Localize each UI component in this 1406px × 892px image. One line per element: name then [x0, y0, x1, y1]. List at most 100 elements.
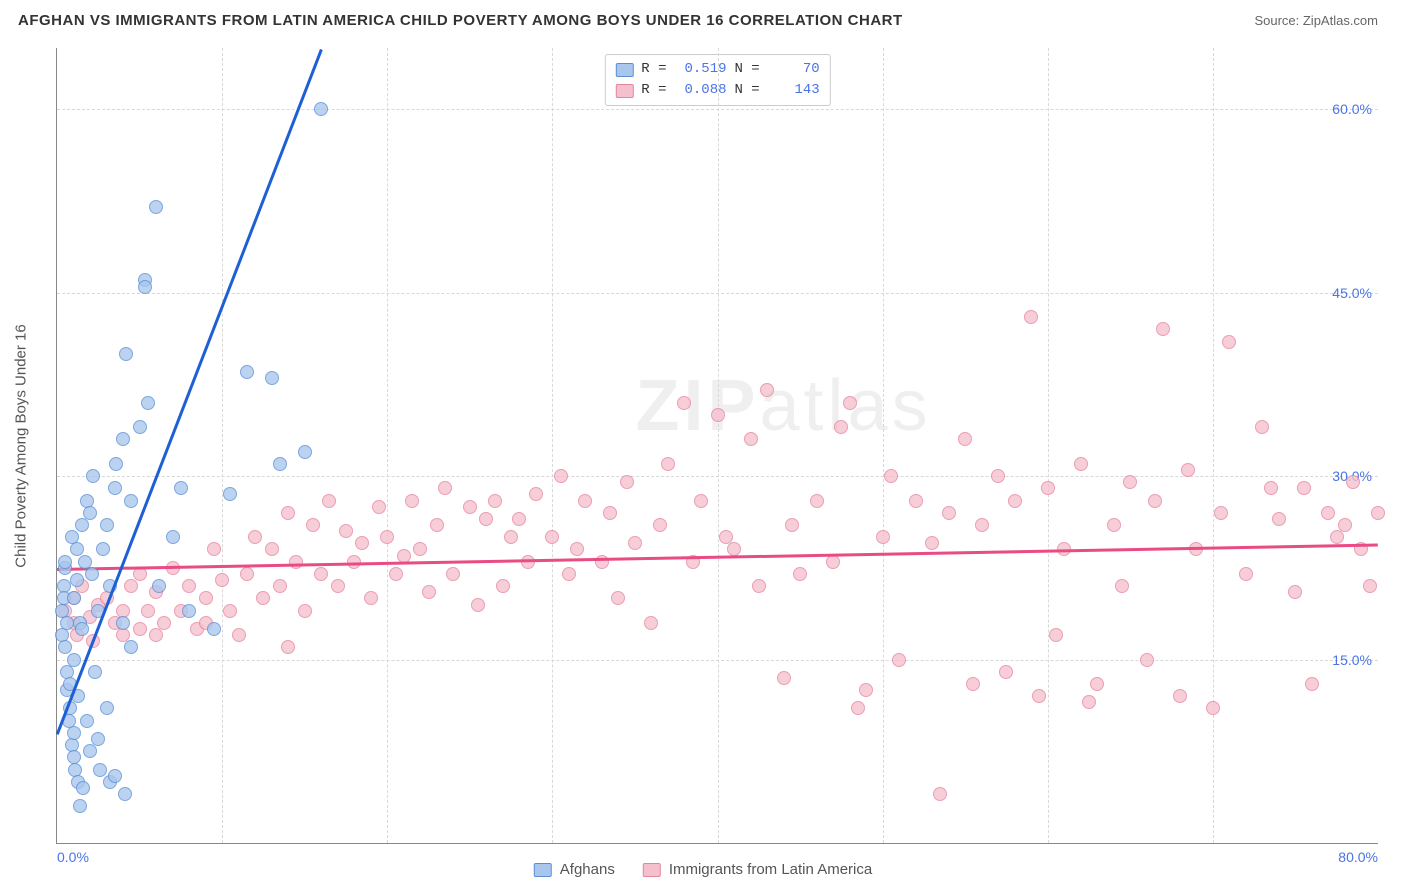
scatter-point-afghans — [67, 653, 81, 667]
scatter-point-afghans — [76, 781, 90, 795]
scatter-point-latin — [504, 530, 518, 544]
scatter-point-latin — [438, 481, 452, 495]
scatter-point-latin — [1214, 506, 1228, 520]
scatter-point-latin — [512, 512, 526, 526]
scatter-point-latin — [545, 530, 559, 544]
scatter-point-afghans — [118, 787, 132, 801]
scatter-point-afghans — [80, 714, 94, 728]
swatch-afghans — [615, 63, 633, 77]
scatter-point-latin — [281, 640, 295, 654]
scatter-point-afghans — [116, 432, 130, 446]
scatter-point-afghans — [96, 542, 110, 556]
scatter-point-latin — [595, 555, 609, 569]
scatter-point-latin — [620, 475, 634, 489]
scatter-point-latin — [380, 530, 394, 544]
scatter-point-latin — [958, 432, 972, 446]
scatter-point-latin — [157, 616, 171, 630]
scatter-point-latin — [1239, 567, 1253, 581]
scatter-point-latin — [578, 494, 592, 508]
legend-label-afghans: Afghans — [560, 861, 615, 878]
scatter-point-latin — [1032, 689, 1046, 703]
scatter-point-afghans — [182, 604, 196, 618]
scatter-point-latin — [892, 653, 906, 667]
y-tick-label: 60.0% — [1332, 101, 1372, 117]
scatter-point-latin — [909, 494, 923, 508]
scatter-point-latin — [265, 542, 279, 556]
scatter-point-afghans — [116, 616, 130, 630]
scatter-point-latin — [653, 518, 667, 532]
scatter-point-latin — [1206, 701, 1220, 715]
scatter-point-latin — [529, 487, 543, 501]
scatter-point-latin — [1049, 628, 1063, 642]
scatter-point-latin — [496, 579, 510, 593]
scatter-point-latin — [942, 506, 956, 520]
scatter-point-latin — [694, 494, 708, 508]
source-attribution: Source: ZipAtlas.com — [1254, 13, 1378, 28]
swatch-latin — [643, 863, 661, 877]
scatter-point-latin — [1148, 494, 1162, 508]
n-value-afghans: 70 — [768, 59, 820, 80]
scatter-point-latin — [1173, 689, 1187, 703]
scatter-point-latin — [339, 524, 353, 538]
scatter-point-latin — [834, 420, 848, 434]
scatter-point-afghans — [100, 518, 114, 532]
scatter-point-latin — [752, 579, 766, 593]
swatch-latin — [615, 84, 633, 98]
scatter-point-latin — [322, 494, 336, 508]
scatter-point-latin — [207, 542, 221, 556]
scatter-point-latin — [331, 579, 345, 593]
y-tick-label: 45.0% — [1332, 285, 1372, 301]
scatter-point-latin — [661, 457, 675, 471]
scatter-point-latin — [1363, 579, 1377, 593]
scatter-point-afghans — [108, 769, 122, 783]
scatter-point-latin — [884, 469, 898, 483]
scatter-point-afghans — [133, 420, 147, 434]
scatter-point-latin — [826, 555, 840, 569]
scatter-point-latin — [1255, 420, 1269, 434]
scatter-point-latin — [1222, 335, 1236, 349]
scatter-point-latin — [1107, 518, 1121, 532]
scatter-point-afghans — [85, 567, 99, 581]
scatter-point-latin — [232, 628, 246, 642]
legend-item-latin: Immigrants from Latin America — [643, 861, 872, 878]
r-value-afghans: 0.519 — [675, 59, 727, 80]
scatter-point-latin — [298, 604, 312, 618]
scatter-point-latin — [1321, 506, 1335, 520]
scatter-point-afghans — [223, 487, 237, 501]
scatter-chart: Child Poverty Among Boys Under 16 ZIPatl… — [56, 48, 1378, 844]
scatter-point-latin — [644, 616, 658, 630]
r-label: R = — [641, 59, 666, 80]
scatter-point-latin — [562, 567, 576, 581]
scatter-point-latin — [1024, 310, 1038, 324]
scatter-point-afghans — [240, 365, 254, 379]
scatter-point-latin — [711, 408, 725, 422]
scatter-point-latin — [677, 396, 691, 410]
legend-label-latin: Immigrants from Latin America — [669, 861, 872, 878]
scatter-point-latin — [1156, 322, 1170, 336]
scatter-point-latin — [1272, 512, 1286, 526]
scatter-point-afghans — [75, 518, 89, 532]
scatter-point-afghans — [207, 622, 221, 636]
scatter-point-latin — [355, 536, 369, 550]
scatter-point-latin — [430, 518, 444, 532]
scatter-point-latin — [471, 598, 485, 612]
scatter-point-latin — [1115, 579, 1129, 593]
scatter-point-afghans — [149, 200, 163, 214]
scatter-point-latin — [149, 628, 163, 642]
y-tick-label: 15.0% — [1332, 652, 1372, 668]
scatter-point-latin — [248, 530, 262, 544]
scatter-point-afghans — [298, 445, 312, 459]
scatter-point-latin — [760, 383, 774, 397]
x-tick-label: 80.0% — [1338, 849, 1378, 865]
scatter-point-latin — [991, 469, 1005, 483]
y-axis-label: Child Poverty Among Boys Under 16 — [13, 324, 30, 567]
scatter-point-latin — [925, 536, 939, 550]
scatter-point-latin — [1330, 530, 1344, 544]
scatter-point-latin — [314, 567, 328, 581]
source-name: ZipAtlas.com — [1303, 13, 1378, 28]
scatter-point-afghans — [124, 494, 138, 508]
scatter-point-latin — [777, 671, 791, 685]
scatter-point-afghans — [174, 481, 188, 495]
scatter-point-latin — [364, 591, 378, 605]
scatter-point-latin — [389, 567, 403, 581]
